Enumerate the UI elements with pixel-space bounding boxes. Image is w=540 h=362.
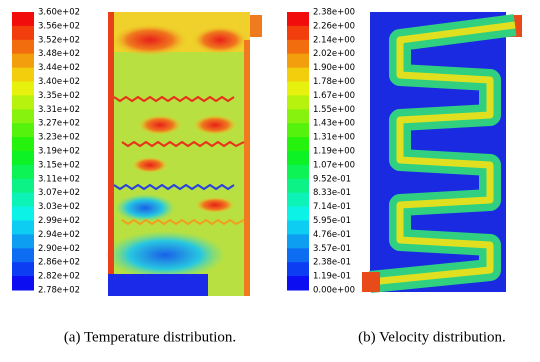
colorbar-band [12,262,34,277]
colorbar-label: 1.67e+00 [313,91,355,101]
colorbar-band [287,109,309,124]
colorbar-band [12,178,34,194]
colorbar-label: 3.03e+02 [38,202,80,212]
colorbar-band [287,39,309,55]
colorbar-label: 3.57e-01 [313,244,351,254]
colorbar-label: 1.78e+00 [313,77,355,87]
colorbar-label: 2.14e+00 [313,35,355,45]
colorbar-label: 3.52e+02 [38,35,80,45]
colorbar-label: 3.60e+02 [38,8,80,18]
caption: (b) Velocity distribution. [358,329,506,345]
colorbar-label: 0.00e+00 [313,286,355,296]
colorbar-band [287,178,309,194]
colorbar-label: 3.44e+02 [38,63,80,73]
colorbar-band [287,192,309,208]
colorbar-band [287,95,309,110]
colorbar-band [287,234,309,249]
colorbar-label: 1.90e+00 [313,63,355,73]
colorbar-label: 2.99e+02 [38,216,80,226]
colorbar-label: 3.48e+02 [38,49,80,59]
colorbar-label: 8.33e-01 [313,188,351,198]
colorbar-band [12,164,34,180]
colorbar-label: 2.86e+02 [38,258,80,268]
colorbar-band [12,206,34,221]
caption: (a) Temperature distribution. [64,329,236,345]
colorbar-band [287,151,309,166]
colorbar-band [287,12,309,27]
colorbar-band [12,151,34,166]
velocity-contour [362,12,522,293]
colorbar-band [12,81,34,96]
colorbar-label: 2.26e+00 [313,21,355,31]
colorbar-label: 3.15e+02 [38,160,80,170]
colorbar-band [287,206,309,221]
colorbar-band [12,39,34,55]
colorbar-band [12,276,34,291]
colorbar-band [12,123,34,138]
colorbar-label: 2.78e+02 [38,286,80,296]
colorbar-label: 2.38e-01 [313,258,351,268]
colorbar-band [12,248,34,263]
colorbar-band [287,123,309,138]
colorbar-label: 3.27e+02 [38,119,80,129]
colorbar-band [287,220,309,235]
colorbar-band [287,67,309,82]
colorbar-band [12,137,34,152]
colorbar-band [287,248,309,263]
colorbar-label: 2.02e+00 [313,49,355,59]
colorbar-band [12,25,34,41]
colorbar-band [287,81,309,96]
colorbar-label: 3.19e+02 [38,147,80,157]
colorbar-label: 1.19e-01 [313,272,351,282]
colorbar-label: 7.14e-01 [313,202,351,212]
colorbar-label: 2.82e+02 [38,272,80,282]
colorbar-band [287,276,309,291]
colorbar-label: 2.90e+02 [38,244,80,254]
colorbar-label: 1.19e+00 [313,147,355,157]
temperature-contour [105,12,262,296]
colorbar-band [12,95,34,110]
colorbar-band [12,220,34,235]
colorbar-band [12,12,34,27]
colorbar-label: 3.31e+02 [38,105,80,115]
colorbar-label: 1.43e+00 [313,119,355,129]
colorbar-label: 2.38e+00 [313,8,355,18]
colorbar-label: 3.11e+02 [38,174,80,184]
colorbar-band [287,164,309,180]
colorbar-band [287,53,309,69]
colorbar-label: 5.95e-01 [313,216,351,226]
colorbar-label: 1.31e+00 [313,133,355,143]
colorbar-label: 9.52e-01 [313,174,351,184]
colorbar-label: 3.23e+02 [38,133,80,143]
colorbar-band [287,262,309,277]
colorbar-band [12,109,34,124]
colorbar-band [12,234,34,249]
colorbar-band [287,25,309,41]
colorbar-label: 3.40e+02 [38,77,80,87]
colorbar-label: 1.07e+00 [313,160,355,170]
colorbar-label: 3.35e+02 [38,91,80,101]
colorbar-label: 2.94e+02 [38,230,80,240]
colorbar-band [12,192,34,208]
colorbar-label: 3.56e+02 [38,21,80,31]
colorbar-band [12,53,34,69]
colorbar-label: 4.76e-01 [313,230,351,240]
colorbar-band [287,137,309,152]
colorbar-label: 3.07e+02 [38,188,80,198]
colorbar-band [12,67,34,82]
colorbar-label: 1.55e+00 [313,105,355,115]
